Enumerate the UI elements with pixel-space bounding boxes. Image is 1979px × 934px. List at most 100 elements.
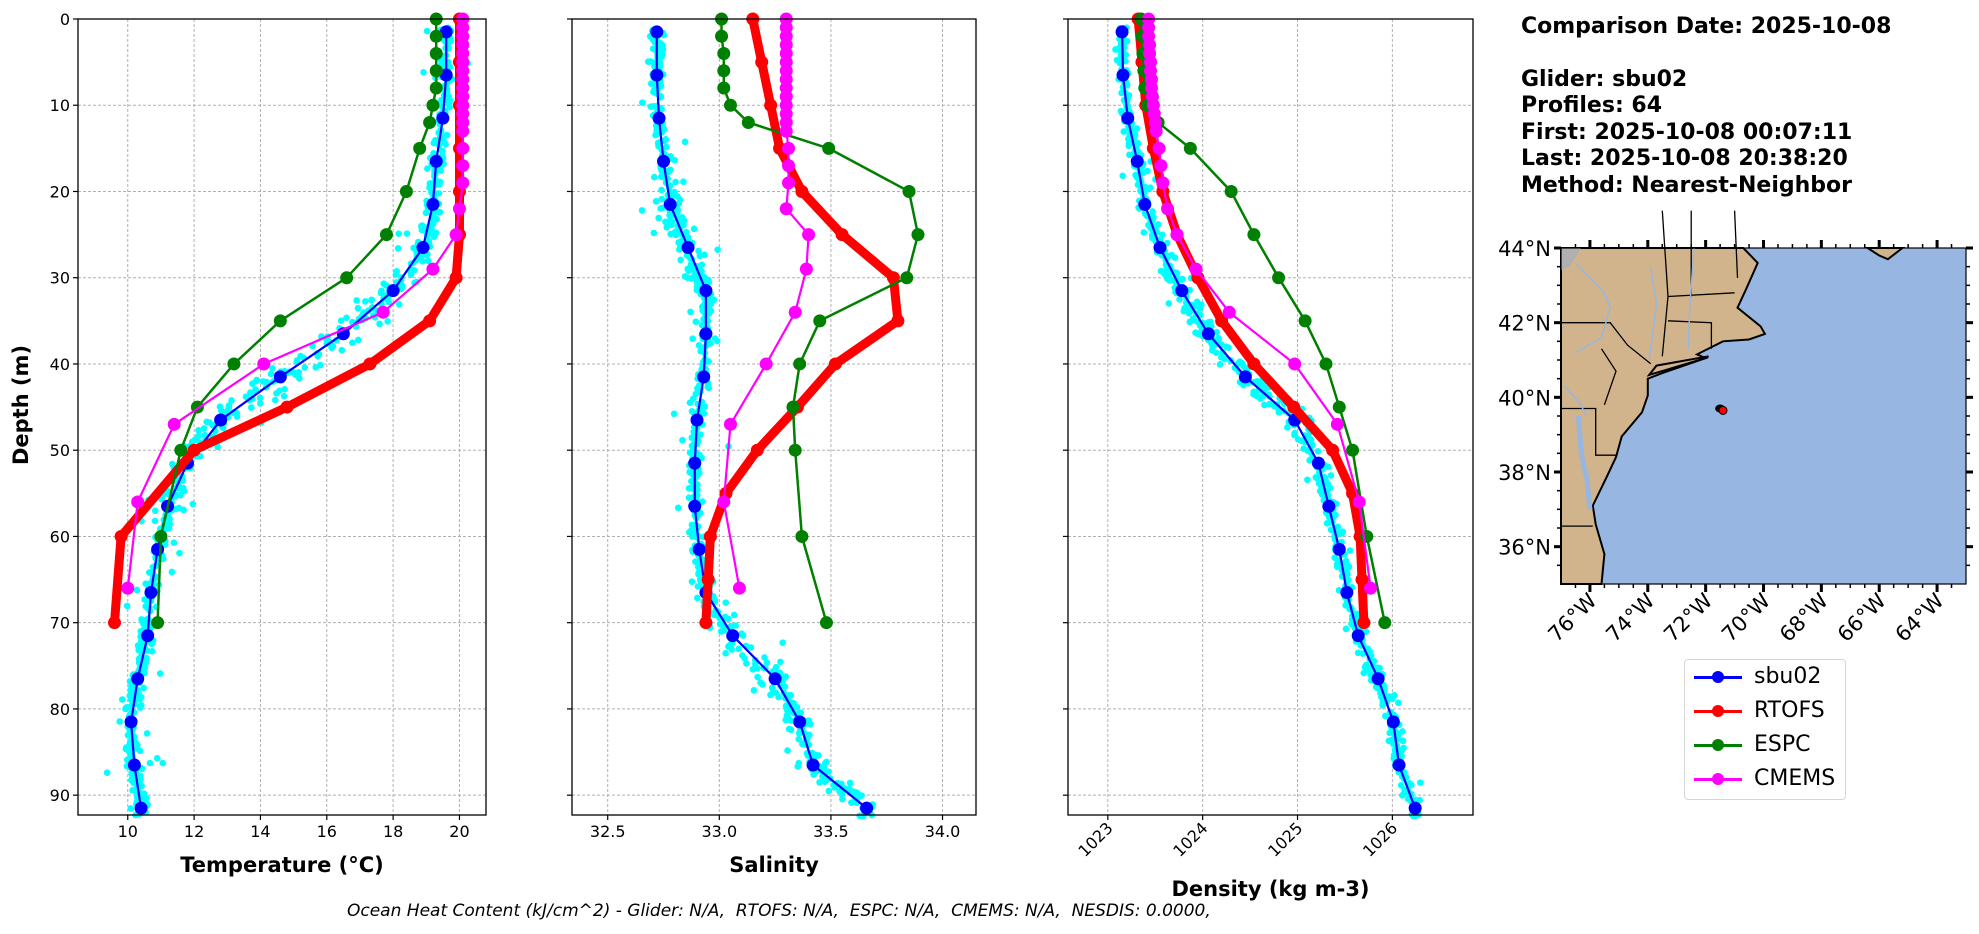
scatter-point xyxy=(750,687,758,694)
series-marker-rtofs xyxy=(764,98,778,112)
location-map: 36°N 38°N 40°N 42°N 44°N 76°W 74°W 72°W 70°W 68°W… xyxy=(1498,210,1973,647)
series-marker-cmems xyxy=(1161,202,1175,216)
scatter-point xyxy=(271,396,279,404)
scatter-point xyxy=(149,640,156,647)
scatter-point xyxy=(446,97,454,104)
legend-marker-icon xyxy=(1712,773,1724,785)
legend-item-cmems: CMEMS xyxy=(1685,766,1845,794)
scatter-point xyxy=(442,132,449,139)
series-marker-sbu02 xyxy=(1153,241,1167,255)
scatter-point xyxy=(407,268,415,276)
scatter-point xyxy=(690,225,698,233)
scatter-point xyxy=(137,772,144,780)
scatter-point xyxy=(267,370,275,378)
scatter-point xyxy=(696,252,704,260)
series-marker-sbu02 xyxy=(652,111,666,125)
series-marker-sbu02 xyxy=(439,68,453,82)
state-border xyxy=(1600,348,1617,406)
scatter-point xyxy=(839,795,846,803)
scatter-point xyxy=(667,166,674,174)
legend-item-sbu02: sbu02 xyxy=(1685,664,1845,692)
scatter-point xyxy=(128,770,135,777)
scatter-point xyxy=(247,389,254,396)
glider-last-position-marker xyxy=(1718,405,1728,415)
scatter-point xyxy=(200,425,208,432)
scatter-point xyxy=(654,139,662,147)
series-marker-sbu02 xyxy=(1201,327,1215,341)
scatter-point xyxy=(447,37,454,45)
series-marker-cmems xyxy=(1330,417,1344,431)
series-marker-cmems xyxy=(779,124,793,138)
series-marker-espc xyxy=(1298,314,1312,328)
scatter-point xyxy=(1240,381,1247,389)
scatter-point xyxy=(1207,339,1215,347)
series-marker-espc xyxy=(1183,141,1197,155)
series-marker-sbu02 xyxy=(692,542,706,556)
scatter-point xyxy=(424,257,432,265)
scatter-point xyxy=(1149,208,1156,215)
series-marker-sbu02 xyxy=(1351,629,1365,643)
scatter-point xyxy=(398,285,405,293)
scatter-point xyxy=(846,779,854,787)
scatter-point xyxy=(280,392,288,400)
series-marker-cmems xyxy=(782,141,796,155)
scatter-point xyxy=(137,702,145,709)
series-marker-cmems xyxy=(456,159,470,173)
series-marker-rtofs xyxy=(699,616,713,630)
series-marker-espc xyxy=(793,357,807,371)
series-marker-espc xyxy=(154,529,168,543)
land-long-island xyxy=(1646,355,1710,377)
scatter-point xyxy=(116,718,124,725)
series-marker-sbu02 xyxy=(141,629,155,643)
scatter-point xyxy=(775,693,782,701)
scatter-point xyxy=(361,298,369,305)
scatter-point xyxy=(694,583,702,590)
scatter-point xyxy=(256,400,264,407)
series-marker-sbu02 xyxy=(1408,801,1422,815)
scatter-point xyxy=(639,99,646,106)
series-marker-cmems xyxy=(1189,262,1203,276)
scatter-point xyxy=(781,683,789,690)
series-marker-espc xyxy=(786,400,800,414)
series-marker-espc xyxy=(723,98,737,112)
series-marker-rtofs xyxy=(891,314,905,328)
scatter-point xyxy=(158,495,165,503)
scatter-point xyxy=(656,58,664,66)
scatter-point xyxy=(151,517,159,525)
legend-marker-icon xyxy=(1712,671,1724,683)
comparison-date: Comparison Date: 2025-10-08 xyxy=(1521,14,1892,39)
scatter-point xyxy=(195,426,202,434)
legend-marker-icon xyxy=(1712,705,1724,717)
scatter-point xyxy=(848,799,855,806)
series-marker-espc xyxy=(429,64,443,78)
scatter-point xyxy=(1140,229,1148,236)
y-tick-label: 80 xyxy=(50,700,70,719)
profile-count: Profiles: 64 xyxy=(1521,93,1663,118)
axes-frame xyxy=(1067,18,1474,816)
scatter-point xyxy=(1176,296,1183,303)
series-marker-espc xyxy=(1378,616,1392,630)
scatter-point xyxy=(297,352,304,360)
series-marker-rtofs xyxy=(795,184,809,198)
scatter-point xyxy=(446,103,453,111)
series-marker-espc xyxy=(715,29,729,43)
first-time: First: 2025-10-08 00:07:11 xyxy=(1521,119,1853,145)
state-border xyxy=(1733,210,1739,278)
scatter-point xyxy=(1165,300,1173,307)
scatter-point xyxy=(166,520,174,528)
series-marker-sbu02 xyxy=(429,154,443,168)
scatter-point xyxy=(1215,334,1222,342)
lat-tick-label: 38°N xyxy=(1498,461,1551,485)
x-tick-label: 1024 xyxy=(1169,818,1211,860)
y-tick-label: 90 xyxy=(50,786,70,805)
series-marker-espc xyxy=(426,98,440,112)
scatter-point xyxy=(156,670,164,677)
scatter-point xyxy=(674,206,682,214)
series-marker-cmems xyxy=(456,124,470,138)
scatter-point xyxy=(650,173,658,181)
series-marker-cmems xyxy=(167,417,181,431)
scatter-point xyxy=(435,190,443,197)
series-marker-sbu02 xyxy=(131,672,145,686)
series-marker-sbu02 xyxy=(688,499,702,513)
